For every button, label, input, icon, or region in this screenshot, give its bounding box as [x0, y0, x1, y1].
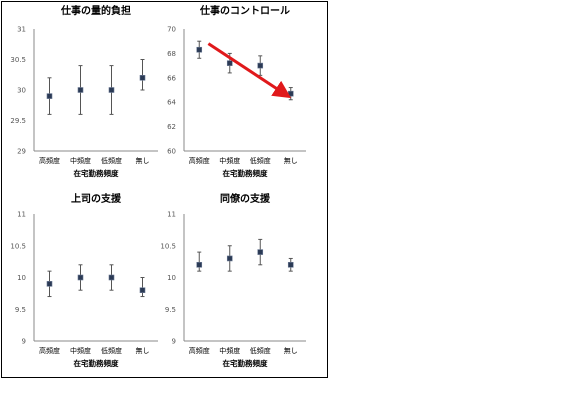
data-point	[77, 87, 84, 93]
chart-title: 上司の支援	[71, 192, 122, 205]
category-label: 中頻度	[70, 346, 91, 355]
y-tick-label: 11	[17, 211, 26, 219]
category-label: 無し	[284, 156, 298, 165]
data-point	[77, 274, 84, 281]
y-tick-label: 10.5	[10, 242, 26, 250]
chart-title: 同僚の支援	[220, 192, 271, 205]
y-tick-label: 30.5	[10, 56, 26, 64]
y-tick-label: 60	[167, 148, 176, 156]
y-tick-label: 29	[17, 148, 26, 156]
y-tick-label: 9	[172, 338, 176, 346]
y-tick-label: 70	[167, 26, 176, 34]
y-tick-label: 31	[17, 26, 26, 34]
y-tick-label: 11	[167, 211, 176, 219]
y-tick-label: 9.5	[165, 306, 176, 314]
chart-title: 仕事のコントロール	[199, 4, 290, 17]
category-label: 低頻度	[101, 156, 122, 165]
x-axis-label: 在宅勤務頻度	[223, 358, 268, 368]
data-point	[287, 90, 294, 97]
y-tick-label: 9	[22, 338, 26, 346]
category-label: 中頻度	[219, 156, 240, 165]
y-tick-label: 64	[167, 99, 176, 107]
category-label: 低頻度	[101, 346, 122, 355]
y-tick-label: 10	[17, 274, 26, 282]
y-tick-label: 30	[17, 87, 26, 95]
y-tick-label: 9.5	[15, 306, 26, 314]
category-label: 中頻度	[219, 346, 240, 355]
chart-title: 仕事の量的負担	[60, 4, 131, 17]
x-axis-label: 在宅勤務頻度	[223, 168, 268, 178]
category-label: 高頻度	[189, 156, 210, 165]
y-tick-label: 66	[167, 74, 176, 82]
figure-frame	[1, 1, 328, 378]
category-label: 無し	[136, 346, 150, 355]
category-label: 低頻度	[250, 346, 271, 355]
data-point	[257, 249, 264, 255]
y-tick-label: 68	[167, 50, 176, 58]
data-point	[196, 46, 203, 53]
data-point	[108, 274, 115, 281]
y-tick-label: 10	[167, 274, 176, 282]
category-label: 高頻度	[39, 156, 60, 165]
category-label: 低頻度	[250, 156, 271, 165]
data-point	[46, 93, 53, 99]
data-point	[139, 75, 146, 81]
x-axis-label: 在宅勤務頻度	[74, 168, 119, 178]
data-point	[287, 261, 294, 268]
data-point	[108, 87, 115, 93]
y-tick-label: 29.5	[10, 117, 26, 125]
category-label: 無し	[136, 156, 150, 165]
category-label: 高頻度	[189, 346, 210, 355]
data-point	[257, 62, 264, 69]
data-point	[226, 60, 233, 66]
category-label: 中頻度	[70, 156, 91, 165]
category-label: 高頻度	[39, 346, 60, 355]
x-axis-label: 在宅勤務頻度	[74, 358, 119, 368]
data-point	[46, 281, 53, 287]
y-tick-label: 10.5	[160, 242, 176, 250]
trend-arrow	[207, 42, 292, 99]
data-point	[139, 287, 146, 294]
y-tick-label: 62	[167, 123, 176, 131]
data-point	[196, 261, 203, 268]
category-label: 無し	[284, 346, 298, 355]
data-point	[226, 255, 233, 262]
